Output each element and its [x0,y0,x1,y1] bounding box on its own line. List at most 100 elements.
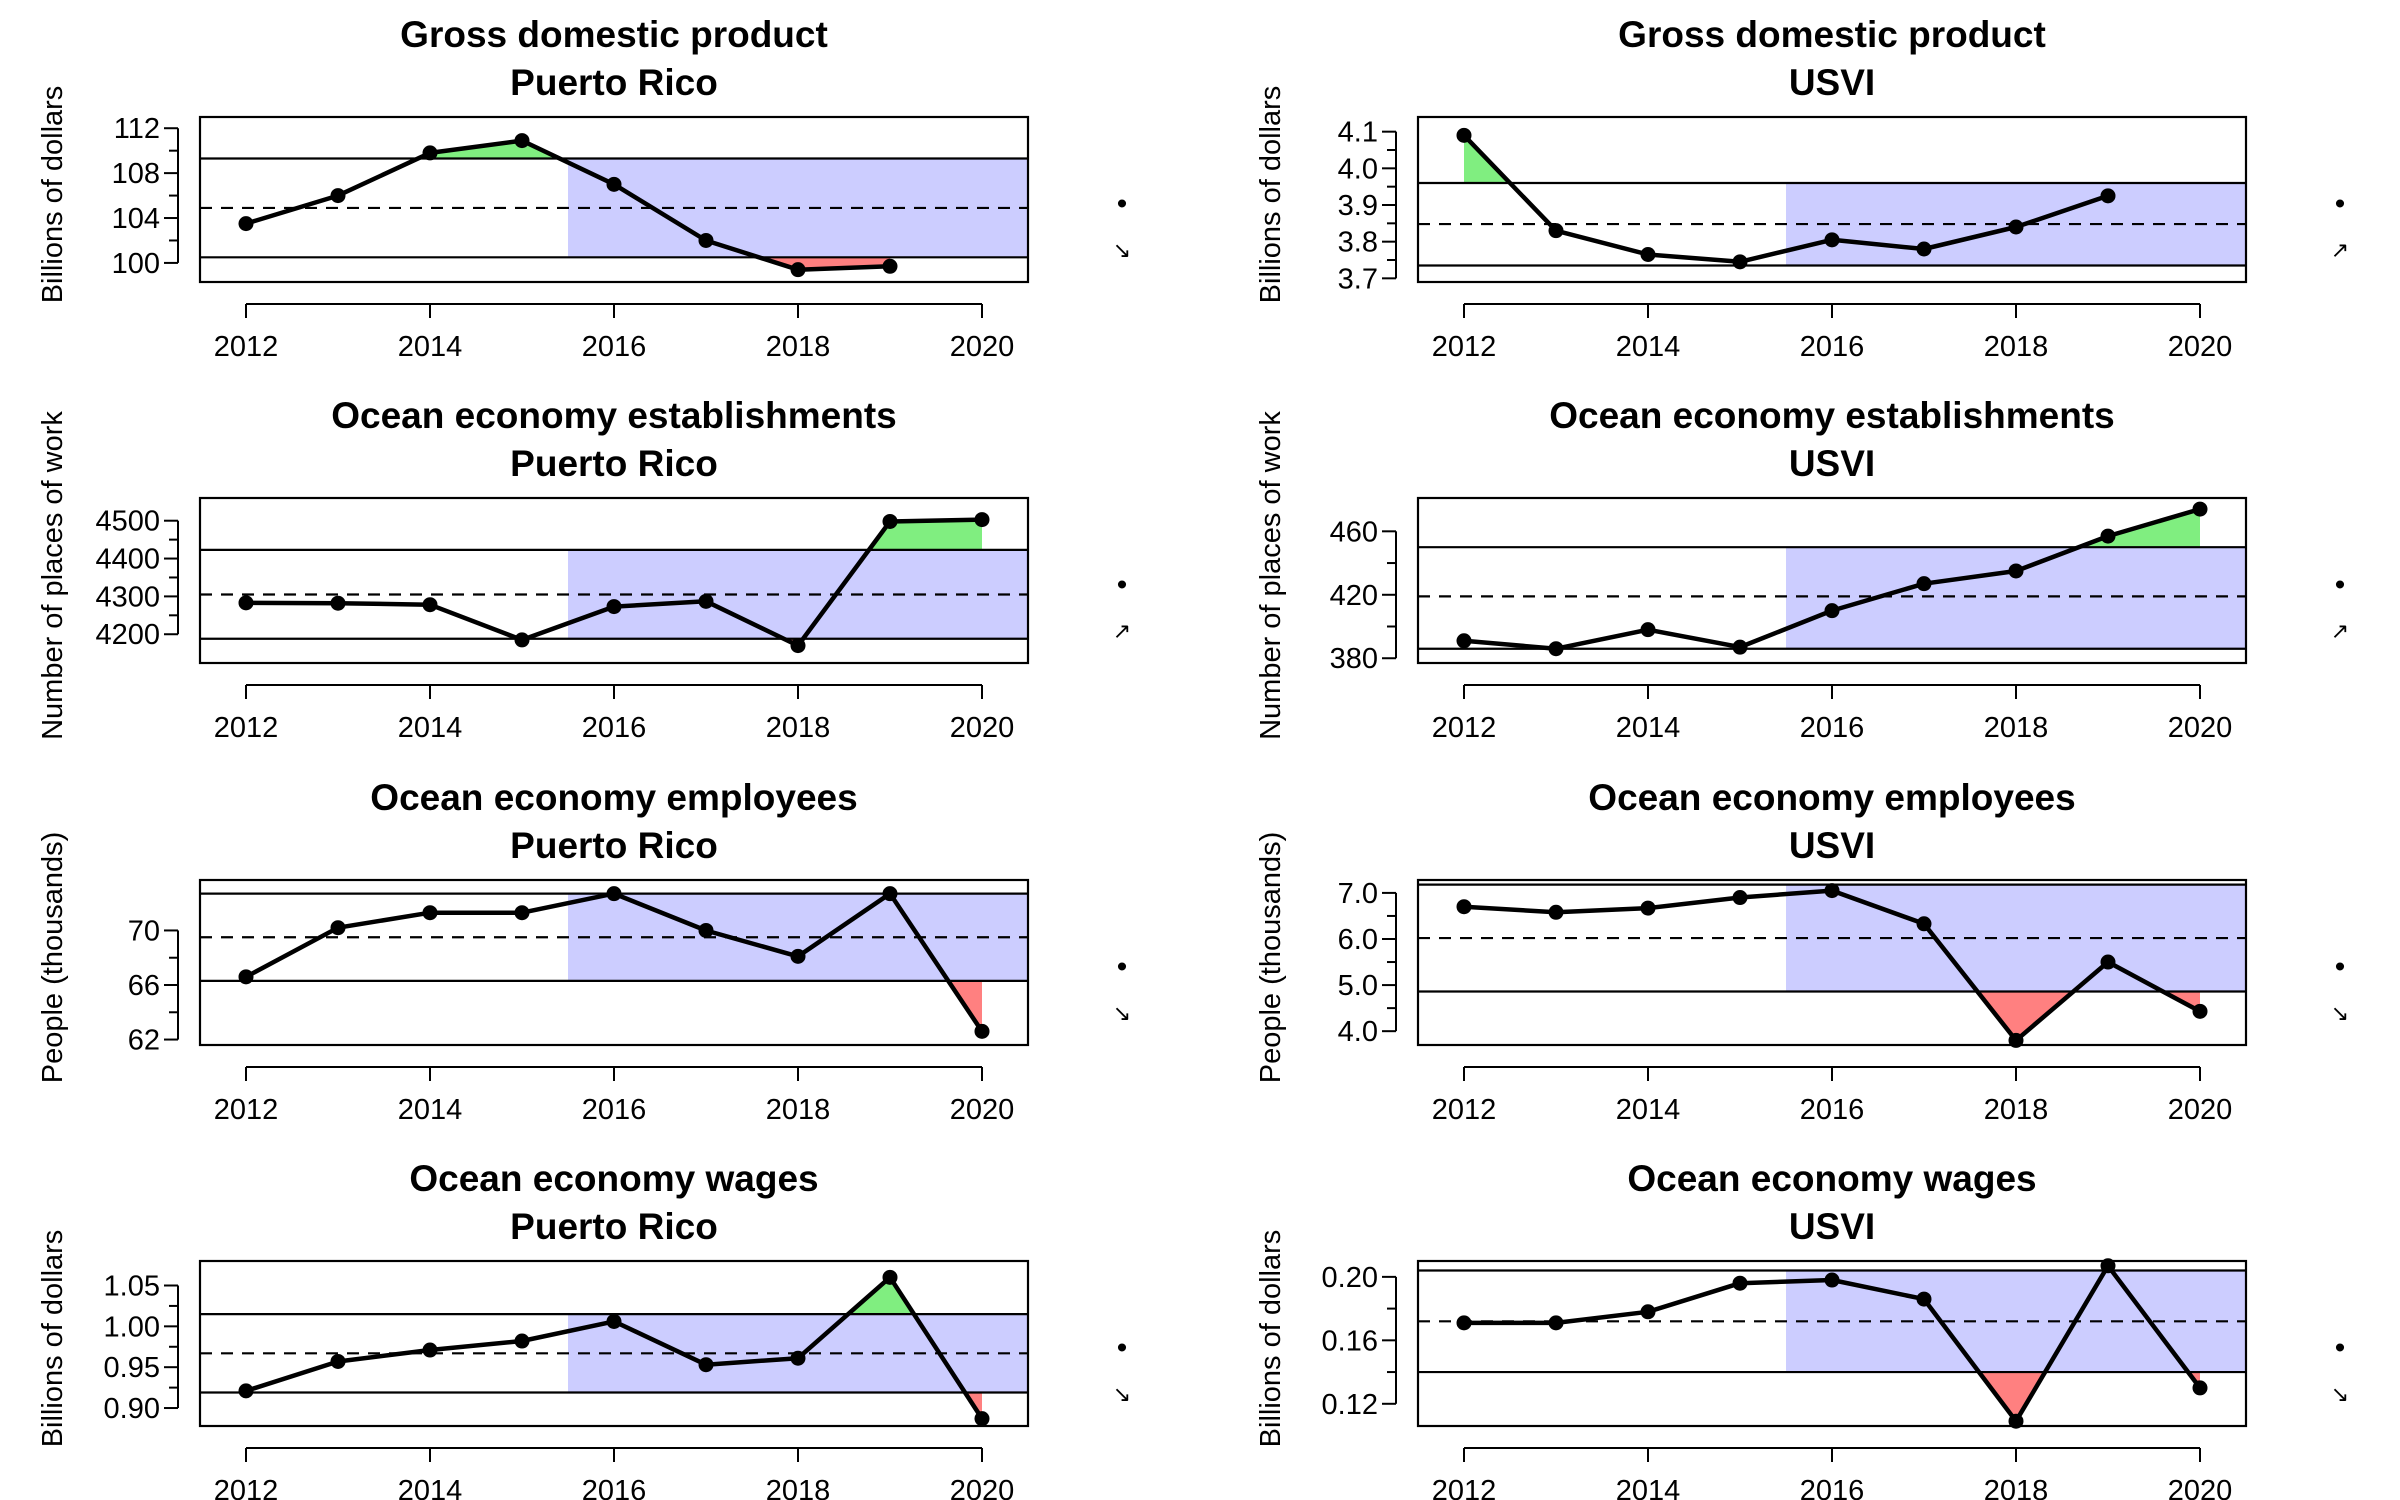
data-point [1916,576,1932,592]
chart-panel: 2012 2014 2016 2018 2020 3.7 3.8 3.9 4.0 4.1 Billi… [1255,14,2349,363]
plot-area [1418,883,2246,1041]
chart-panel: 2012 2014 2016 2018 2020 4200 4300 4400 4500 Numb… [37,395,1131,744]
data-point [422,145,438,161]
chart-subtitle: Puerto Rico [510,443,718,484]
x-tick-label: 2014 [1616,331,1681,363]
x-tick-label: 2014 [398,331,463,363]
y-tick-label: 112 [114,113,160,145]
x-tick-label: 2018 [1984,712,2049,744]
data-point [514,905,530,921]
data-point [2192,1003,2208,1019]
y-tick-label: 66 [128,970,160,1002]
data-point [698,922,714,938]
y-axis: 4.0 5.0 6.0 7.0 [1338,878,1397,1048]
data-point [238,969,254,985]
above-threshold-fill [2108,509,2200,548]
chart-title: Gross domestic product [400,14,828,55]
data-point [2008,219,2024,235]
chart-title: Ocean economy wages [409,1158,818,1199]
data-point [1916,916,1932,932]
y-tick-label: 420 [1330,580,1378,612]
x-tick-label: 2016 [1800,1475,1865,1500]
x-tick-label: 2014 [1616,712,1681,744]
x-tick-label: 2012 [1432,1094,1497,1126]
data-point [606,176,622,192]
x-tick-label: 2018 [766,1475,831,1500]
data-point [790,948,806,964]
data-point [238,595,254,611]
data-point [1640,247,1656,262]
x-tick-label: 2014 [1616,1475,1681,1500]
data-point [330,1353,346,1369]
y-tick-label: 1.05 [104,1271,160,1303]
data-point [790,1350,806,1366]
x-tick-label: 2020 [950,1094,1015,1126]
trend-indicator-symbol: ↘ [1113,1001,1131,1026]
x-tick-label: 2020 [950,331,1015,363]
chart-panel: 2012 2014 2016 2018 2020 0.12 0.16 0.20 Billions… [1255,1158,2349,1500]
x-tick-label: 2012 [214,712,279,744]
plot-frame [198,1259,1030,1428]
y-axis-label: Billions of dollars [1255,1230,1287,1448]
mean-indicator-symbol: • [2335,188,2346,221]
y-tick-label: 0.20 [1322,1262,1378,1294]
x-tick-label: 2012 [1432,1475,1497,1500]
x-tick-label: 2018 [1984,1094,2049,1126]
chart-panel: 2012 2014 2016 2018 2020 100 104 108 112 Billions… [37,14,1131,363]
y-tick-label: 70 [128,915,160,947]
x-axis: 2012 2014 2016 2018 2020 [214,684,1014,744]
data-point [238,216,254,232]
x-tick-label: 2018 [766,331,831,363]
trend-indicator-symbol: ↘ [2331,1001,2349,1026]
trend-indicator-symbol: ↗ [2331,619,2349,644]
data-point [882,258,898,274]
data-point [330,595,346,611]
chart-subtitle: Puerto Rico [510,62,718,103]
trend-indicator-symbol: ↘ [1113,238,1131,263]
trend-indicator-symbol: ↘ [1113,1382,1131,1407]
plot-frame [1416,1259,2248,1428]
y-tick-label: 6.0 [1338,924,1378,956]
data-point [882,513,898,529]
plot-frame [198,115,1030,284]
y-axis: 100 104 108 112 [112,113,179,280]
data-point [2008,563,2024,579]
y-tick-label: 4.1 [1338,117,1378,149]
chart-subtitle: USVI [1789,443,1875,484]
data-point [1640,900,1656,916]
plot-area [1418,1265,2246,1422]
chart-subtitle: USVI [1789,62,1875,103]
data-point [1732,639,1748,655]
data-point [1824,603,1840,619]
y-axis: 62 66 70 [128,915,179,1057]
x-axis: 2012 2014 2016 2018 2020 [214,1066,1015,1126]
data-point [2192,1380,2208,1396]
y-tick-label: 7.0 [1338,878,1378,910]
data-point [606,599,622,615]
x-tick-label: 2018 [1984,1475,2049,1500]
x-tick-label: 2014 [398,1475,463,1500]
y-tick-label: 3.9 [1338,190,1378,222]
chart-subtitle: USVI [1789,1206,1875,1247]
data-point [2192,501,2208,517]
data-point [1456,1315,1472,1331]
chart-title: Ocean economy employees [1588,777,2075,818]
y-axis: 0.12 0.16 0.20 [1322,1262,1397,1421]
trend-indicator-symbol: ↘ [2331,1382,2349,1407]
plot-area [200,140,1028,270]
data-point [514,632,530,648]
data-point [790,638,806,654]
y-tick-label: 3.7 [1338,263,1378,295]
x-tick-label: 2012 [214,1094,279,1126]
data-point [698,593,714,609]
x-tick-label: 2016 [1800,712,1865,744]
data-point [1640,1304,1656,1320]
trend-indicator-symbol: ↗ [2331,238,2349,263]
data-point [974,512,990,528]
y-tick-label: 4500 [95,506,160,538]
data-point [1916,241,1932,257]
plot-frame [198,496,1030,665]
x-tick-label: 2016 [582,1475,647,1500]
data-point [1824,232,1840,248]
x-tick-label: 2016 [582,712,647,744]
